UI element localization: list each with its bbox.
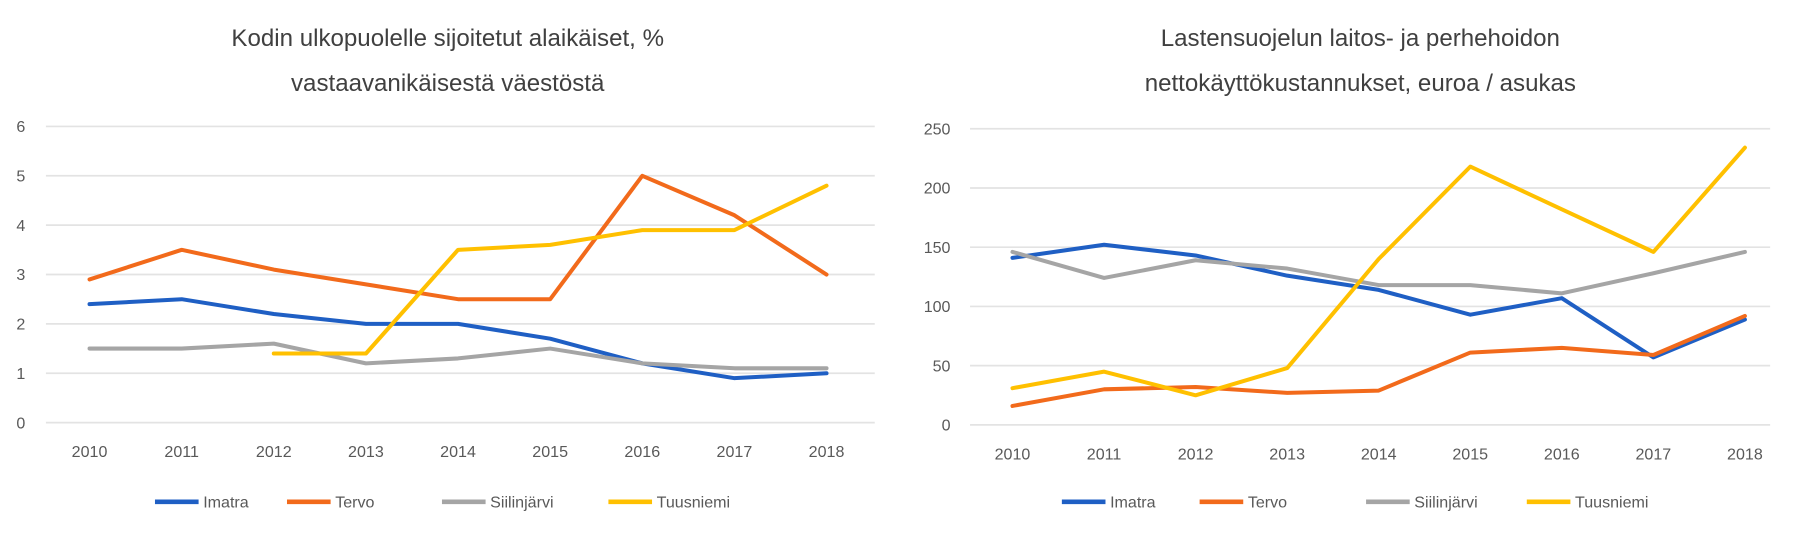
series-line-tervo	[87, 173, 829, 302]
series-line-imatra	[1010, 242, 1747, 360]
x-tick-label: 2011	[1087, 445, 1122, 463]
legend-label: Tuusniemi	[1575, 494, 1649, 512]
y-tick-label: 250	[924, 120, 951, 138]
y-tick-label: 4	[16, 217, 25, 235]
chart-child-welfare-costs: Lastensuojelun laitos- ja perhehoidon ne…	[924, 25, 1771, 512]
x-tick-label: 2012	[1178, 445, 1214, 463]
y-tick-label: 5	[16, 168, 25, 186]
x-tick-label: 2016	[1544, 445, 1580, 463]
x-tick-label: 2017	[717, 443, 753, 461]
x-tick-label: 2018	[1727, 445, 1763, 463]
legend-label: Imatra	[203, 494, 249, 512]
series-line-siilinjärvi	[1010, 249, 1747, 296]
x-tick-label: 2013	[348, 443, 384, 461]
legend-label: Siilinjärvi	[490, 494, 553, 512]
chart-title-line-2: vastaavanikäisestä väestöstä	[291, 70, 605, 97]
y-tick-label: 150	[924, 239, 951, 257]
x-tick-label: 2013	[1269, 445, 1305, 463]
y-tick-label: 6	[16, 118, 25, 136]
legend-label: Siilinjärvi	[1414, 494, 1477, 512]
series-line-siilinjärvi	[87, 341, 829, 371]
series-line-tuusniemi	[271, 183, 829, 356]
chart-title-line-1: Kodin ulkopuolelle sijoitetut alaikäiset…	[231, 25, 664, 52]
x-tick-label: 2016	[624, 443, 660, 461]
y-tick-label: 0	[16, 414, 25, 432]
y-tick-label: 1	[16, 365, 25, 383]
y-tick-label: 200	[924, 180, 951, 198]
x-tick-label: 2018	[809, 443, 845, 461]
legend-label: Tervo	[1248, 494, 1287, 512]
x-tick-label: 2010	[995, 445, 1031, 463]
legend-label: Tervo	[335, 494, 374, 512]
y-tick-label: 100	[924, 298, 951, 316]
x-tick-label: 2014	[440, 443, 476, 461]
x-tick-label: 2012	[256, 443, 292, 461]
y-tick-label: 50	[933, 357, 951, 375]
x-tick-label: 2017	[1635, 445, 1671, 463]
legend-label: Tuusniemi	[657, 494, 731, 512]
legend-label: Imatra	[1110, 494, 1156, 512]
x-tick-label: 2014	[1361, 445, 1397, 463]
chart-title-line-2: nettokäyttökustannukset, euroa / asukas	[1145, 70, 1576, 97]
y-tick-label: 3	[16, 266, 25, 284]
y-tick-label: 2	[16, 316, 25, 334]
x-tick-label: 2010	[72, 443, 108, 461]
x-tick-label: 2015	[1452, 445, 1488, 463]
chart-placements-percent: Kodin ulkopuolelle sijoitetut alaikäiset…	[16, 25, 875, 512]
series-line-tervo	[1010, 313, 1747, 408]
x-tick-label: 2011	[164, 443, 199, 461]
series-line-tuusniemi	[1010, 145, 1747, 398]
x-tick-label: 2015	[532, 443, 568, 461]
chart-title-line-1: Lastensuojelun laitos- ja perhehoidon	[1161, 25, 1560, 52]
y-tick-label: 0	[942, 417, 951, 435]
